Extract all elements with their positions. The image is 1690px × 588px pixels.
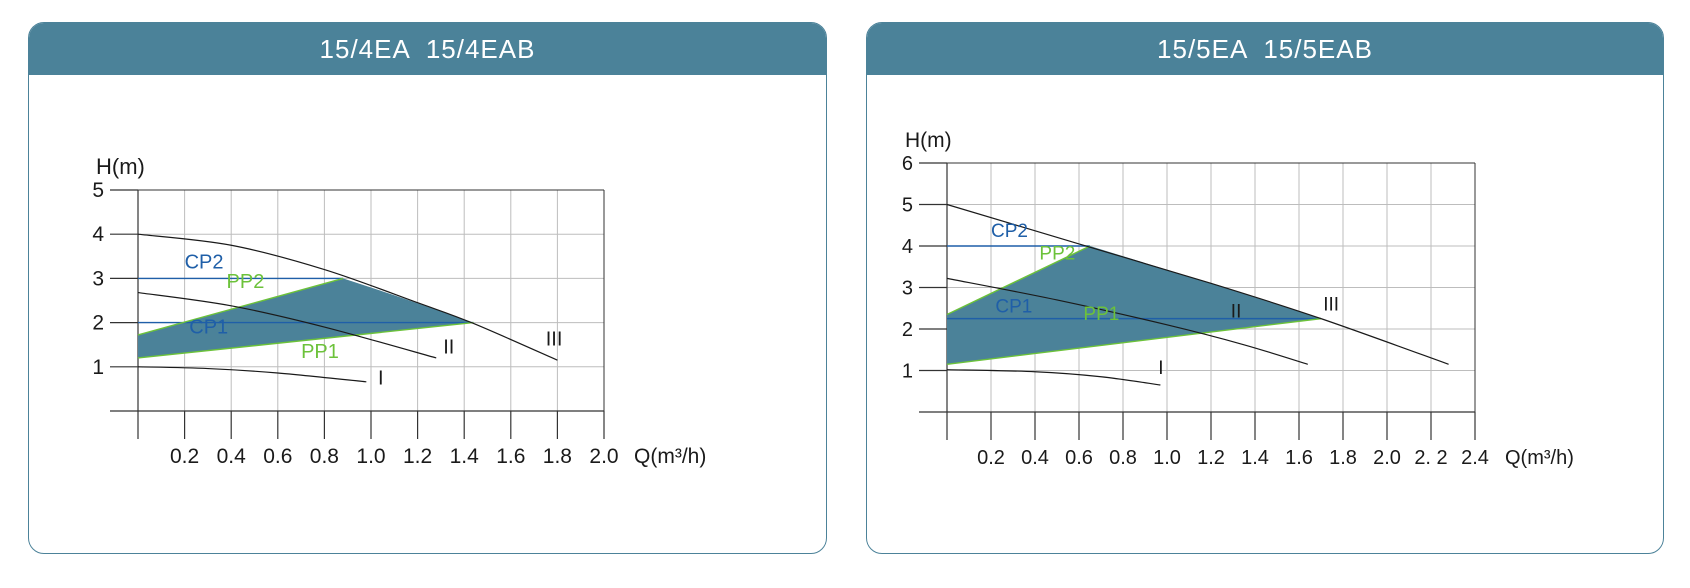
x-tick-label: 2.0 (589, 445, 618, 468)
curve-label: PP1 (1083, 304, 1119, 325)
y-tick-label: 3 (92, 267, 104, 290)
speed-curve-iii (137, 233, 558, 361)
y-axis-label: H(m) (96, 154, 145, 179)
x-tick-label: 0.2 (977, 447, 1005, 469)
x-tick-label: 1.8 (543, 445, 572, 468)
curve-label: III (546, 329, 563, 351)
x-axis-label: Q(m³/h) (634, 445, 706, 468)
y-tick-label: 3 (902, 278, 913, 300)
control-line-pp1 (946, 317, 1322, 365)
x-tick-label: 0.6 (263, 445, 292, 468)
x-tick-label: 2. 2 (1414, 447, 1447, 469)
chart-panel-15-4: 15/4EA 15/4EAB 1 2 3 4 5 0.2 0.4 0.6 0.8 1.0 1.2 1.… (28, 22, 827, 554)
curve-label: PP1 (301, 341, 339, 363)
y-tick-label: 5 (92, 179, 104, 202)
y-tick-label: 2 (902, 319, 913, 341)
x-tick-label: 1.6 (496, 445, 525, 468)
chart-title: 15/4EA 15/4EAB (29, 23, 826, 75)
pump-curve-chart: 1 2 3 4 5 0.2 0.4 0.6 0.8 1.0 1.2 1.4 1.6 1.8 2.0 H(m) Q… (92, 154, 706, 468)
chart-panel-15-5: 15/5EA 15/5EAB 1 2 3 4 5 6 0.2 0.4 0.6 0.8 1.0 1.2 1… (866, 22, 1664, 554)
speed-curve-iii (946, 203, 1449, 365)
control-line-pp2 (137, 277, 344, 336)
speed-curve-i (946, 369, 1161, 386)
curve-label: CP1 (189, 317, 228, 339)
chart-title: 15/5EA 15/5EAB (867, 23, 1663, 75)
operating-area (947, 246, 1321, 365)
x-tick-label: 1.0 (356, 445, 385, 468)
y-tick-label: 1 (92, 356, 104, 379)
curve-label: PP2 (227, 271, 265, 293)
x-tick-label: 0.4 (1021, 447, 1049, 469)
x-tick-label: 1.8 (1329, 447, 1357, 469)
x-tick-label: 1.0 (1153, 447, 1181, 469)
y-tick-label: 6 (902, 153, 913, 175)
pump-curve-chart: 1 2 3 4 5 6 0.2 0.4 0.6 0.8 1.0 1.2 1.4 1.6 1.8 2.0 2. 2… (902, 129, 1574, 469)
curve-label: I (378, 367, 384, 389)
x-tick-label: 1.4 (450, 445, 480, 468)
x-tick-label: 0.8 (310, 445, 339, 468)
y-tick-label: 5 (902, 195, 913, 217)
speed-curve-ii (946, 277, 1308, 365)
curve-label: II (1231, 301, 1242, 322)
y-tick-label: 4 (902, 236, 913, 258)
curve-label: I (1158, 358, 1163, 379)
speed-curve-ii (137, 291, 437, 359)
y-axis-label: H(m) (905, 129, 952, 152)
x-tick-label: 0.2 (170, 445, 199, 468)
curve-label: II (443, 337, 454, 359)
x-axis-label: Q(m³/h) (1505, 447, 1574, 469)
y-tick-label: 2 (92, 312, 104, 335)
y-tick-label: 4 (92, 223, 104, 246)
x-tick-label: 0.6 (1065, 447, 1093, 469)
x-tick-label: 1.6 (1285, 447, 1313, 469)
control-line-pp2 (946, 245, 1091, 316)
x-tick-label: 0.4 (217, 445, 247, 468)
x-tick-label: 2.0 (1373, 447, 1401, 469)
x-tick-label: 1.2 (1197, 447, 1225, 469)
x-tick-label: 1.4 (1241, 447, 1269, 469)
curve-label: III (1323, 294, 1339, 315)
curve-label: CP2 (185, 252, 224, 274)
x-tick-label: 1.2 (403, 445, 432, 468)
operating-area (138, 278, 474, 358)
curve-label: CP1 (995, 296, 1032, 317)
control-line-pp1 (137, 321, 474, 359)
curve-label: PP2 (1039, 243, 1075, 264)
x-tick-label: 0.8 (1109, 447, 1137, 469)
y-tick-label: 1 (902, 361, 913, 383)
curve-label: CP2 (991, 221, 1028, 242)
speed-curve-i (137, 366, 367, 383)
x-tick-label: 2.4 (1461, 447, 1489, 469)
